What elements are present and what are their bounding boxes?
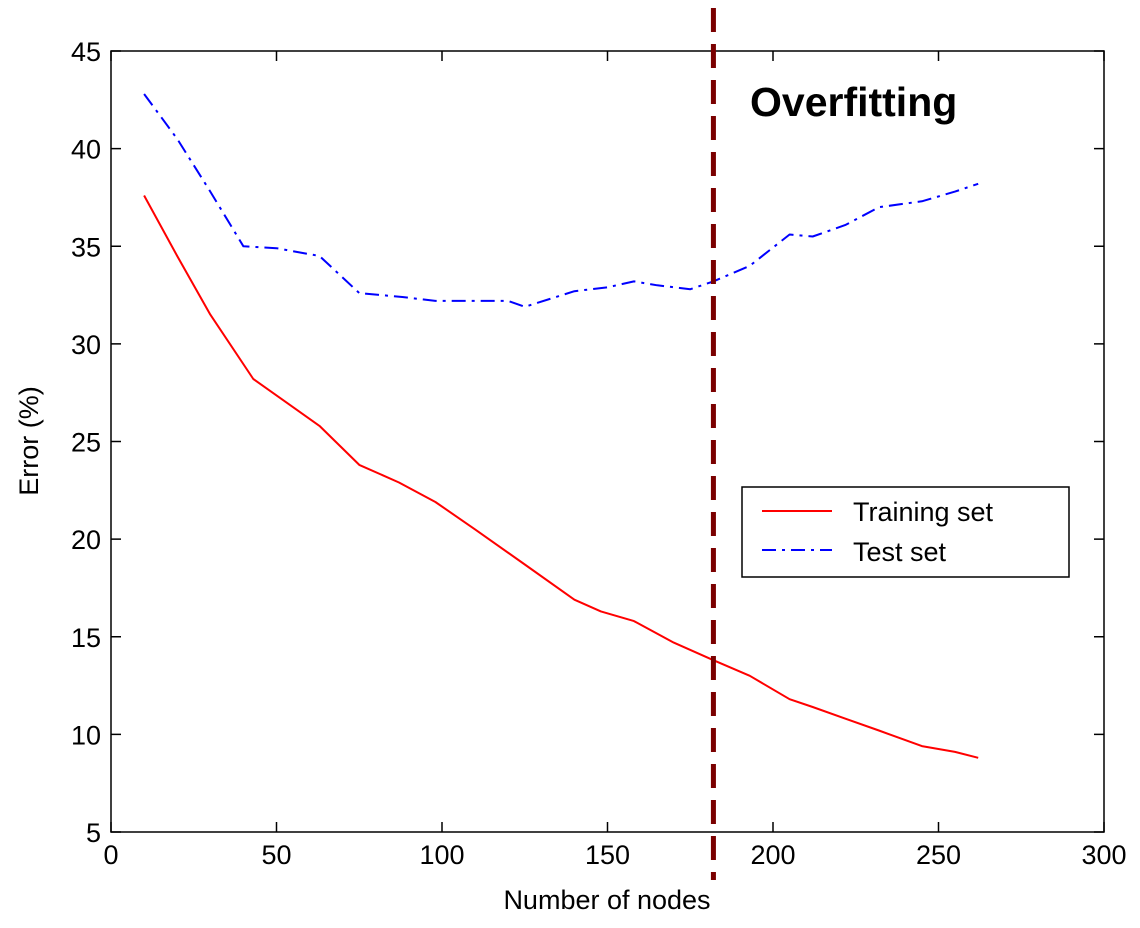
series-line-test-set — [143, 93, 979, 308]
x-tick-label: 300 — [1081, 840, 1126, 870]
legend-label-test-set: Test set — [853, 537, 947, 567]
annotation-overfitting: Overfitting — [750, 79, 957, 125]
y-tick-label: 35 — [71, 232, 101, 262]
series-layer — [143, 93, 979, 759]
y-tick-label: 25 — [71, 428, 101, 458]
x-tick-label: 200 — [750, 840, 795, 870]
y-tick-label: 15 — [71, 623, 101, 653]
x-tick-label: 250 — [916, 840, 961, 870]
y-axis-ticks: 5 10 15 20 25 30 35 40 45 — [71, 37, 1104, 848]
y-tick-label: 45 — [71, 37, 101, 67]
y-tick-label: 5 — [86, 818, 101, 848]
series-line-training-set — [143, 195, 979, 759]
y-tick-label: 20 — [71, 525, 101, 555]
legend: Training set Test set — [741, 486, 1070, 578]
y-tick-label: 10 — [71, 720, 101, 750]
x-tick-label: 150 — [585, 840, 630, 870]
y-axis-label: Error (%) — [14, 386, 44, 496]
x-tick-label: 0 — [103, 840, 118, 870]
legend-box — [741, 486, 1070, 578]
x-tick-label: 50 — [261, 840, 291, 870]
x-axis-label: Number of nodes — [503, 885, 710, 915]
legend-label-training-set: Training set — [853, 497, 994, 527]
x-tick-label: 100 — [419, 840, 464, 870]
x-axis-ticks: 0 50 100 150 200 250 300 — [103, 51, 1127, 870]
y-tick-label: 30 — [71, 330, 101, 360]
y-tick-label: 40 — [71, 135, 101, 165]
